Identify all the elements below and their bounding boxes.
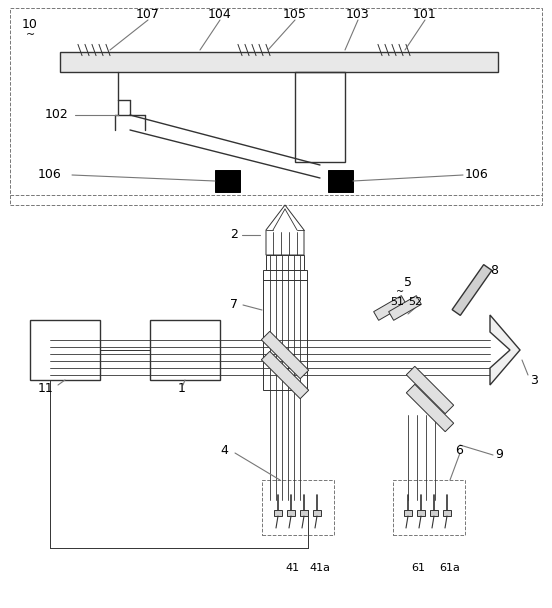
Text: 61: 61 [411, 563, 425, 573]
Polygon shape [406, 366, 454, 413]
Text: 5: 5 [404, 275, 412, 289]
Polygon shape [215, 170, 240, 192]
Text: 7: 7 [230, 299, 238, 311]
Bar [393, 480, 465, 535]
Polygon shape [328, 170, 353, 192]
Text: 107: 107 [136, 7, 160, 21]
Polygon shape [261, 331, 309, 379]
Text: 6: 6 [455, 443, 463, 457]
Polygon shape [261, 351, 309, 399]
Polygon shape [406, 384, 454, 432]
Text: 51: 51 [390, 297, 404, 307]
Bar [295, 72, 345, 162]
Text: 104: 104 [208, 7, 232, 21]
Text: 10: 10 [22, 18, 38, 31]
Bar [263, 270, 307, 280]
Text: 11: 11 [38, 381, 54, 395]
Text: 9: 9 [495, 449, 503, 461]
Bar [262, 480, 334, 535]
Text: 41a: 41a [310, 563, 331, 573]
Text: 8: 8 [490, 263, 498, 277]
Text: 101: 101 [413, 7, 437, 21]
Text: 106: 106 [465, 168, 489, 182]
Text: 4: 4 [220, 443, 228, 457]
Polygon shape [430, 510, 438, 516]
Bar [150, 320, 220, 380]
Bar [266, 255, 304, 270]
Polygon shape [60, 52, 498, 72]
Text: 52: 52 [408, 297, 422, 307]
Polygon shape [287, 510, 295, 516]
Text: 41: 41 [286, 563, 300, 573]
Bar [263, 280, 307, 390]
Polygon shape [313, 510, 321, 516]
Polygon shape [490, 315, 520, 385]
Text: 3: 3 [530, 373, 538, 387]
Polygon shape [417, 510, 425, 516]
Bar [30, 320, 100, 380]
Polygon shape [404, 510, 412, 516]
Polygon shape [274, 510, 282, 516]
Bar [10, 8, 542, 205]
Text: 102: 102 [45, 108, 69, 122]
Text: ~: ~ [396, 287, 404, 297]
Polygon shape [389, 295, 421, 320]
Polygon shape [443, 510, 451, 516]
Text: 105: 105 [283, 7, 307, 21]
Text: 1: 1 [178, 381, 186, 395]
Polygon shape [300, 510, 308, 516]
Polygon shape [452, 264, 492, 316]
Polygon shape [374, 295, 406, 320]
Text: 106: 106 [38, 168, 62, 182]
Text: 61a: 61a [439, 563, 460, 573]
Text: ~: ~ [26, 30, 35, 40]
Text: 103: 103 [346, 7, 370, 21]
Text: 2: 2 [230, 229, 238, 241]
